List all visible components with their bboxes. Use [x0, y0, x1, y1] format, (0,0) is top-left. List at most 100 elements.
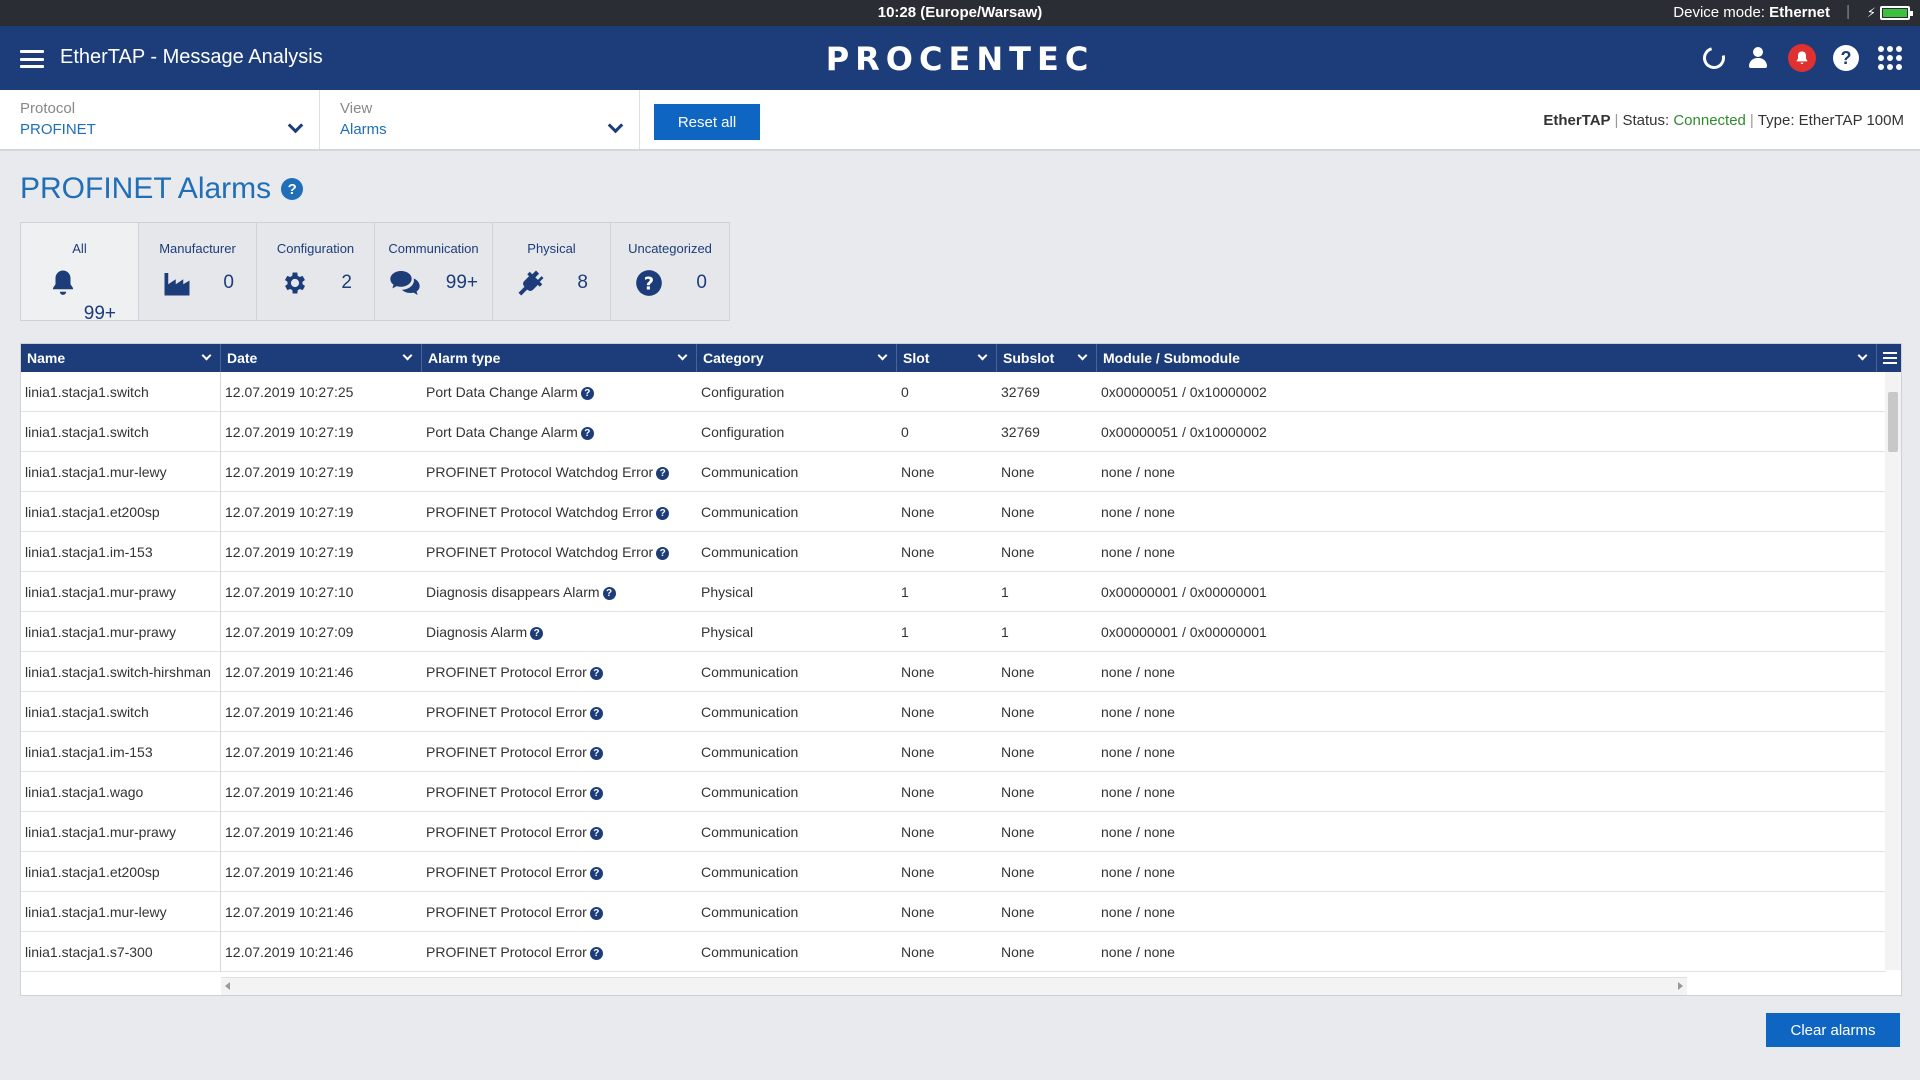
view-label: View — [340, 100, 373, 117]
help-icon[interactable]: ? — [589, 826, 603, 840]
cell-name: linia1.stacja1.im-153 — [21, 732, 221, 772]
svg-text:?: ? — [644, 274, 654, 294]
view-select[interactable]: View Alarms — [320, 90, 640, 149]
cell-category: Communication — [701, 464, 799, 480]
notification-bell-icon[interactable] — [1788, 44, 1816, 72]
cell-date: 12.07.2019 10:21:46 — [225, 944, 354, 960]
help-icon[interactable]: ? — [589, 706, 603, 720]
help-icon[interactable]: ? — [580, 426, 594, 440]
column-header-subslot[interactable]: Subslot — [997, 344, 1097, 372]
column-header-name[interactable]: Name — [21, 344, 221, 372]
category-title: Uncategorized — [628, 241, 712, 256]
cell-subslot: None — [1001, 864, 1035, 880]
sync-icon[interactable] — [1698, 42, 1730, 74]
plug-icon: ⚡ — [1866, 5, 1876, 20]
table-row[interactable]: linia1.stacja1.mur-lewy 12.07.2019 10:21:… — [21, 892, 1886, 932]
cell-alarm-type: PROFINET Protocol Watchdog Error? — [422, 492, 697, 532]
clear-alarms-button[interactable]: Clear alarms — [1766, 1013, 1900, 1047]
menu-icon[interactable] — [20, 50, 44, 68]
table-row[interactable]: linia1.stacja1.s7-300 12.07.2019 10:21:46… — [21, 932, 1886, 972]
cell-date: 12.07.2019 10:27:09 — [225, 624, 354, 640]
cell-date: 12.07.2019 10:27:25 — [225, 384, 354, 400]
category-uncategorized[interactable]: Uncategorized ? 0 — [611, 223, 729, 320]
table-row[interactable]: linia1.stacja1.et200sp 12.07.2019 10:27:1… — [21, 492, 1886, 532]
device-status: EtherTAP | Status: Connected | Type: EtherTA… — [1543, 112, 1904, 129]
cell-alarm-type: Port Data Change Alarm? — [422, 412, 697, 452]
category-all[interactable]: All 99+ — [21, 223, 139, 324]
table-row[interactable]: linia1.stacja1.wago 12.07.2019 10:21:46 PR… — [21, 772, 1886, 812]
table-row[interactable]: linia1.stacja1.im-153 12.07.2019 10:21:46… — [21, 732, 1886, 772]
cell-subslot: 32769 — [1001, 384, 1040, 400]
table-row[interactable]: linia1.stacja1.mur-lewy 12.07.2019 10:27:… — [21, 452, 1886, 492]
help-icon[interactable]: ? — [530, 626, 544, 640]
view-value: Alarms — [340, 121, 387, 138]
cell-module: none / none — [1101, 744, 1175, 760]
divider: | — [1846, 3, 1850, 20]
help-icon[interactable]: ? — [602, 586, 616, 600]
help-icon[interactable]: ? — [589, 746, 603, 760]
vertical-scrollbar[interactable] — [1885, 372, 1901, 970]
cell-name: linia1.stacja1.im-153 — [21, 532, 221, 572]
help-icon[interactable]: ? — [589, 866, 603, 880]
table-row[interactable]: linia1.stacja1.et200sp 12.07.2019 10:21:4… — [21, 852, 1886, 892]
category-physical[interactable]: Physical 8 — [493, 223, 611, 320]
table-row[interactable]: linia1.stacja1.switch 12.07.2019 10:27:25… — [21, 372, 1886, 412]
category-manufacturer[interactable]: Manufacturer 0 — [139, 223, 257, 320]
apps-grid-icon[interactable] — [1876, 44, 1904, 72]
filter-bar: Protocol PROFINET View Alarms Reset all … — [0, 90, 1920, 151]
help-icon[interactable]: ? — [656, 506, 670, 520]
table-row[interactable]: linia1.stacja1.mur-prawy 12.07.2019 10:21… — [21, 812, 1886, 852]
category-title: Manufacturer — [159, 241, 236, 256]
cell-module: none / none — [1101, 944, 1175, 960]
column-header-alarm-type[interactable]: Alarm type — [422, 344, 697, 372]
help-icon[interactable]: ? — [656, 546, 670, 560]
cell-module: none / none — [1101, 544, 1175, 560]
cell-name: linia1.stacja1.switch — [21, 692, 221, 732]
table-row[interactable]: linia1.stacja1.switch 12.07.2019 10:21:46… — [21, 692, 1886, 732]
table-row[interactable]: linia1.stacja1.switch 12.07.2019 10:27:19… — [21, 412, 1886, 452]
table-row[interactable]: linia1.stacja1.switch-hirshman 12.07.2019… — [21, 652, 1886, 692]
cell-date: 12.07.2019 10:27:19 — [225, 424, 354, 440]
status-label: Status: — [1622, 112, 1670, 129]
help-icon[interactable]: ? — [589, 786, 603, 800]
horizontal-scrollbar[interactable] — [221, 977, 1687, 995]
column-header-date[interactable]: Date — [221, 344, 422, 372]
help-icon[interactable]: ? — [589, 906, 603, 920]
cell-category: Communication — [701, 664, 799, 680]
category-configuration[interactable]: Configuration 2 — [257, 223, 375, 320]
protocol-label: Protocol — [20, 100, 76, 117]
column-menu-icon[interactable] — [1883, 352, 1897, 367]
page-title-text: PROFINET Alarms — [20, 172, 272, 205]
category-title: Communication — [388, 241, 479, 256]
help-icon[interactable]: ? — [589, 666, 603, 680]
category-count: 8 — [577, 272, 588, 293]
cell-module: 0x00000001 / 0x00000001 — [1101, 624, 1267, 640]
cell-subslot: None — [1001, 504, 1035, 520]
table-row[interactable]: linia1.stacja1.mur-prawy 12.07.2019 10:27… — [21, 572, 1886, 612]
chevron-down-icon — [607, 117, 624, 134]
cell-date: 12.07.2019 10:21:46 — [225, 864, 354, 880]
protocol-select[interactable]: Protocol PROFINET — [0, 90, 320, 149]
help-icon[interactable]: ? — [656, 466, 670, 480]
user-icon[interactable] — [1744, 44, 1772, 72]
column-header-module[interactable]: Module / Submodule — [1097, 344, 1877, 372]
status-value: Connected — [1673, 112, 1746, 129]
cell-date: 12.07.2019 10:27:10 — [225, 584, 354, 600]
help-icon[interactable]: ? — [589, 946, 603, 960]
table-row[interactable]: linia1.stacja1.mur-prawy 12.07.2019 10:27… — [21, 612, 1886, 652]
help-icon[interactable]: ? — [281, 178, 304, 200]
reset-all-button[interactable]: Reset all — [654, 104, 760, 140]
cell-alarm-type: PROFINET Protocol Watchdog Error? — [422, 452, 697, 492]
cell-subslot: None — [1001, 464, 1035, 480]
cell-slot: 0 — [901, 384, 909, 400]
help-icon[interactable]: ? — [1832, 44, 1860, 72]
cell-category: Physical — [701, 624, 754, 640]
cell-category: Communication — [701, 864, 799, 880]
column-header-slot[interactable]: Slot — [897, 344, 997, 372]
table-row[interactable]: linia1.stacja1.im-153 12.07.2019 10:27:19… — [21, 532, 1886, 572]
column-header-category[interactable]: Category — [697, 344, 897, 372]
help-icon[interactable]: ? — [580, 386, 594, 400]
category-communication[interactable]: Communication 99+ — [375, 223, 493, 320]
cell-module: 0x00000051 / 0x10000002 — [1101, 424, 1267, 440]
bell-icon — [47, 267, 79, 299]
